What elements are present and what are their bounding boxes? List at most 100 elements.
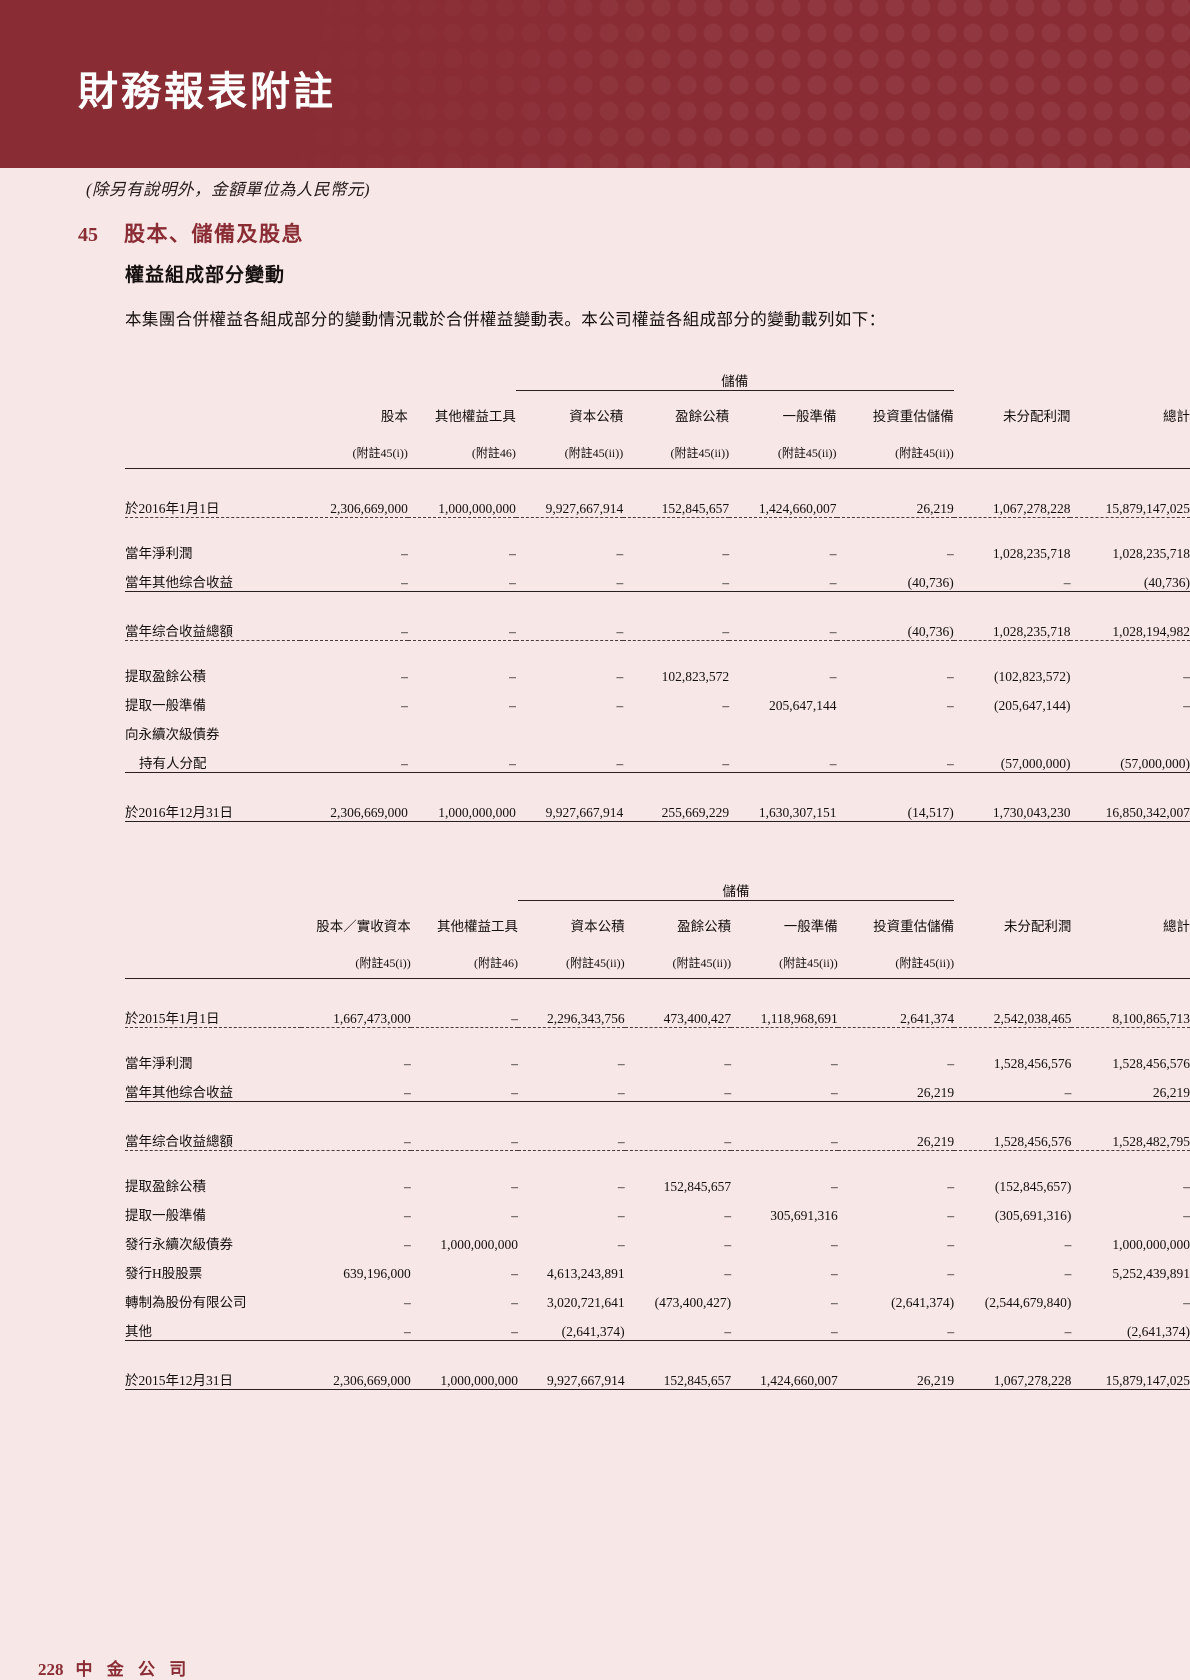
cell: – (509, 669, 516, 684)
table-column-header-row: 股本／實收資本 其他權益工具 資本公積 盈餘公積 一般準備 投資重估儲備 未分配… (125, 901, 1190, 938)
cell: – (511, 1266, 519, 1281)
table-rule (125, 591, 1190, 592)
cell: – (401, 575, 408, 590)
cell: – (616, 575, 624, 590)
table-row: 提取一般準備 – – – – 305,691,316 – (305,691,31… (125, 1195, 1190, 1224)
cell: – (1064, 1237, 1072, 1252)
cell: 1,067,278,228 (992, 501, 1071, 516)
cell: 102,823,572 (661, 669, 730, 684)
cell (516, 714, 623, 743)
cell: – (831, 1266, 838, 1281)
row-label: 當年淨利潤 (125, 546, 193, 561)
row-label: 發行永續次級債券 (125, 1237, 233, 1252)
table-rule-dashed (125, 517, 1190, 518)
table-note-reference-row: (附註45(i)) (附註46) (附註45(ii)) (附註45(ii)) (… (125, 937, 1190, 979)
table-row: 於2016年1月1日 2,306,669,000 1,000,000,000 9… (125, 488, 1190, 518)
cell: 26,219 (916, 1134, 955, 1149)
cell: – (511, 1085, 519, 1100)
cell: – (831, 1324, 838, 1339)
col-header-general-reserve: 一般準備 (783, 919, 838, 934)
table-rule (125, 772, 1190, 773)
col-header-retained-earnings: 未分配利潤 (1002, 409, 1071, 424)
cell: – (831, 1179, 838, 1194)
cell: – (947, 1266, 955, 1281)
note-ref-surplus-reserve: (附註45(ii)) (670, 446, 730, 460)
cell: – (829, 546, 837, 561)
table-spacer (125, 1341, 1190, 1360)
cell: – (511, 1134, 519, 1149)
footer-company-name: 中 金 公 司 (75, 1660, 192, 1679)
cell: 205,647,144 (769, 698, 837, 713)
table-row: 當年其他综合收益 – – – – – (40,736) – (40,736) (125, 562, 1190, 592)
cell: – (511, 1011, 519, 1026)
cell: – (947, 698, 954, 713)
table-row: 當年综合收益總額 – – – – – (40,736) 1,028,235,71… (125, 611, 1190, 641)
cell: 152,845,657 (663, 1373, 732, 1388)
cell: – (947, 1208, 955, 1223)
table-rule (125, 821, 1190, 822)
cell: – (722, 698, 730, 713)
cell: – (401, 624, 408, 639)
table-spacer (125, 592, 1190, 611)
col-header-other-equity-instruments: 其他權益工具 (437, 919, 519, 934)
row-label: 向永續次級債券 (125, 727, 220, 742)
note-ref-retained-earnings (954, 937, 1071, 979)
col-header-surplus-reserve: 盈餘公積 (677, 919, 732, 934)
row-label: 當年其他综合收益 (125, 1085, 233, 1100)
cell: – (947, 546, 954, 561)
row-label: 於2016年1月1日 (125, 501, 220, 516)
table-rule (125, 468, 1190, 469)
row-label: 提取盈餘公積 (125, 669, 206, 684)
table-row: 於2015年1月1日 1,667,473,000 – 2,296,343,756… (125, 998, 1190, 1028)
cell: 1,067,278,228 (993, 1373, 1072, 1388)
note-ref-total (1070, 427, 1190, 469)
cell: – (401, 756, 408, 771)
table-row: 向永續次級債券 (125, 714, 1190, 743)
cell: – (616, 624, 624, 639)
section-heading: 45 股本、儲備及股息 (78, 218, 304, 248)
cell: – (617, 1056, 625, 1071)
cell: – (831, 1134, 838, 1149)
cell: – (947, 1056, 955, 1071)
cell (623, 714, 729, 743)
cell: (40,736) (907, 624, 954, 639)
note-ref-general-reserve: (附註45(ii)) (779, 956, 838, 970)
note-ref-share-capital: (附註45(i)) (352, 446, 408, 460)
units-note: (除另有說明外，金額單位為人民幣元) (86, 180, 370, 199)
cell: 1,424,660,007 (760, 1373, 838, 1388)
cell: (57,000,000) (1120, 756, 1190, 771)
note-ref-other-equity-instruments: (附註46) (471, 446, 516, 460)
cell: – (947, 756, 954, 771)
cell (300, 714, 407, 743)
cell: 152,845,657 (661, 501, 730, 516)
group-header-reserves: 儲備 (515, 364, 954, 391)
cell: 1,028,235,718 (992, 546, 1071, 561)
cell: – (511, 1324, 519, 1339)
cell: – (722, 624, 730, 639)
cell: – (1064, 1266, 1072, 1281)
footer-page-number: 228 (38, 1660, 64, 1679)
cell: – (404, 1134, 411, 1149)
cell: – (616, 756, 624, 771)
cell: – (509, 624, 516, 639)
cell: (2,544,679,840) (984, 1295, 1072, 1310)
cell: 26,219 (916, 1085, 955, 1100)
cell: 9,927,667,914 (547, 1373, 625, 1388)
cell: 1,667,473,000 (333, 1011, 411, 1026)
table-rule (125, 1101, 1190, 1102)
cell: 639,196,000 (343, 1266, 411, 1281)
cell: 5,252,439,891 (1112, 1266, 1190, 1281)
equity-movement-table-2016: 儲備 股本 其他權益工具 資本公積 盈餘公積 一般準備 投資重估儲備 未分配利潤… (125, 364, 1190, 822)
row-label: 持有人分配 (139, 756, 207, 771)
cell: – (511, 1056, 519, 1071)
table-row: 當年淨利潤 – – – – – – 1,028,235,718 1,028,23… (125, 533, 1190, 562)
cell: – (509, 575, 516, 590)
col-header-capital-reserve: 資本公積 (569, 409, 624, 424)
cell: 26,219 (916, 1373, 955, 1388)
row-label: 於2015年12月31日 (125, 1373, 233, 1388)
cell: – (724, 1085, 732, 1100)
cell: 1,000,000,000 (440, 1237, 519, 1252)
table-rule-dashed (125, 1150, 1190, 1151)
col-header-share-capital-paid-in: 股本／實收資本 (316, 919, 411, 934)
row-label: 提取一般準備 (125, 698, 206, 713)
